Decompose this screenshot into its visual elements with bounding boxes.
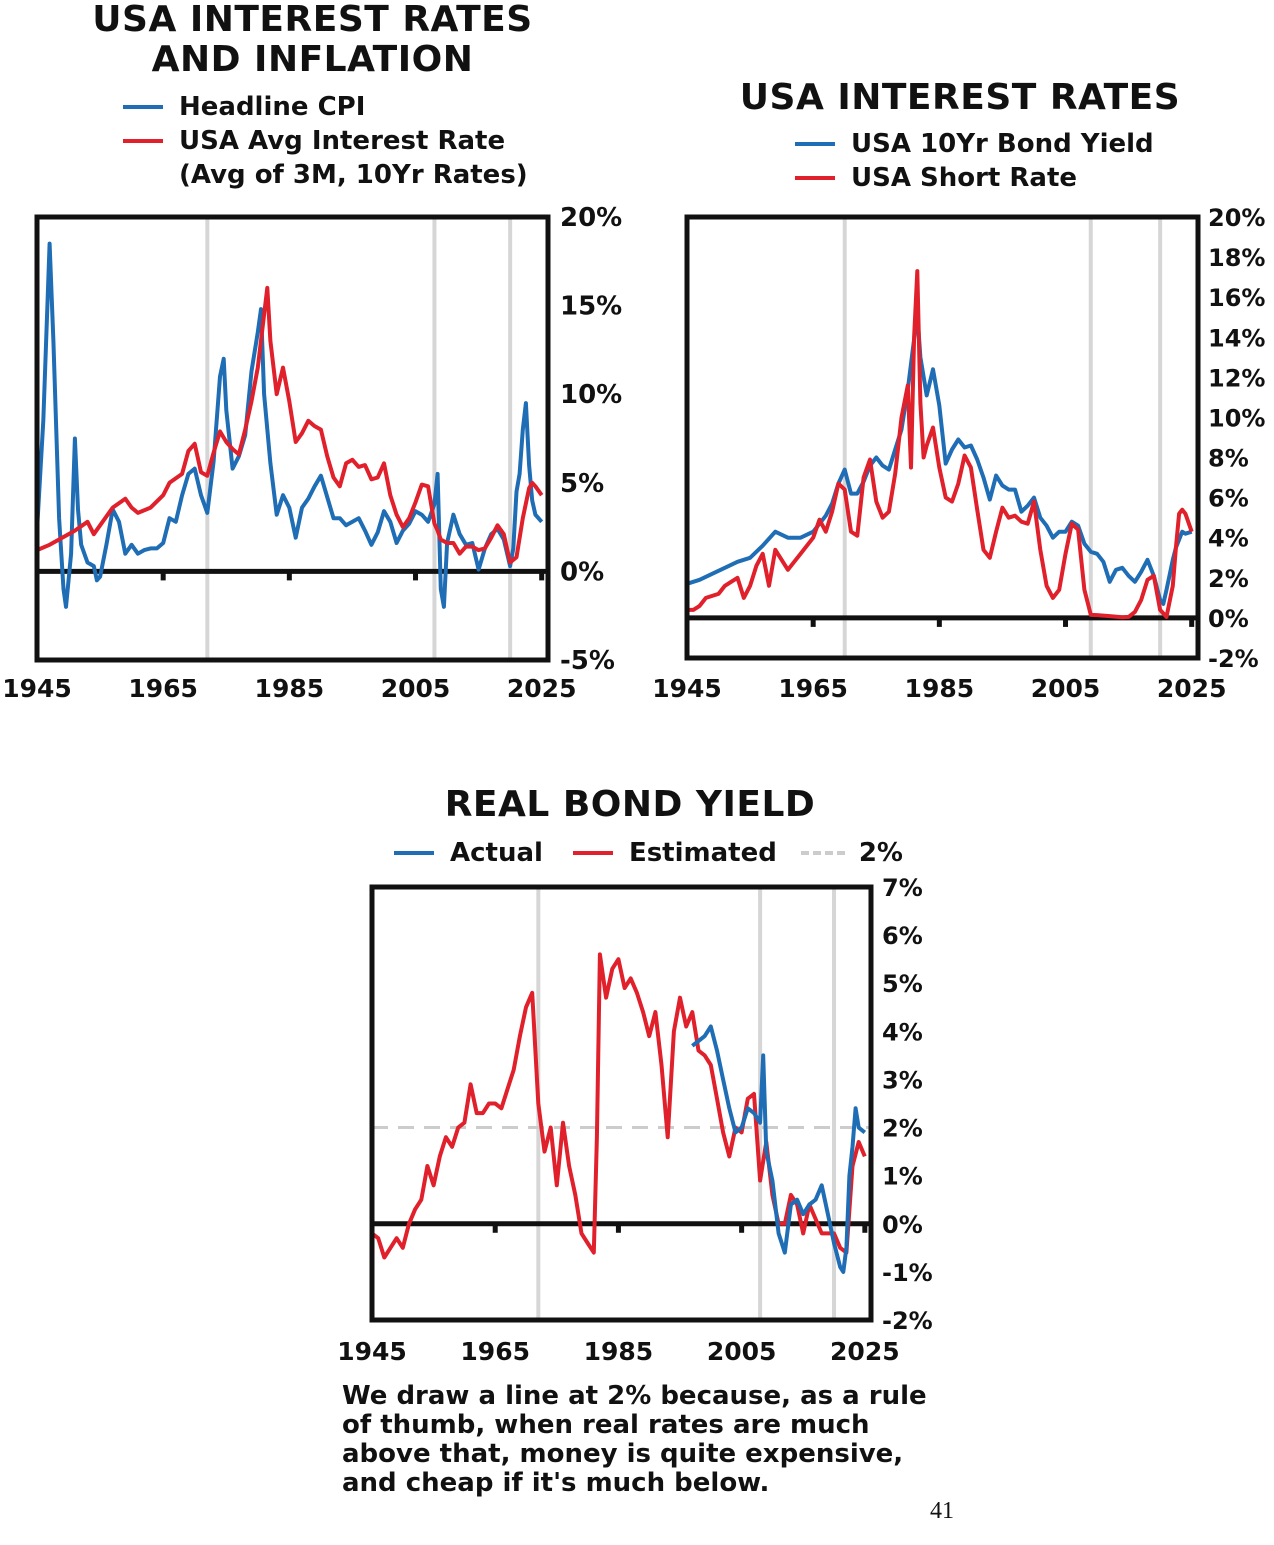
y-tick-label: 3%	[882, 1066, 923, 1094]
x-tick-label: 1945	[2, 674, 72, 703]
legend-item-subtitle: (Avg of 3M, 10Yr Rates)	[123, 158, 528, 192]
chart3-legend: Actual Estimated 2%	[394, 836, 903, 870]
legend-item-avg-interest-rate: USA Avg Interest Rate	[123, 124, 528, 158]
x-tick-label: 1985	[905, 674, 975, 703]
y-tick-label: -2%	[882, 1307, 933, 1335]
chart1-legend: Headline CPI USA Avg Interest Rate (Avg …	[123, 90, 528, 192]
x-tick-label: 1945	[652, 674, 722, 703]
y-tick-label: 0%	[882, 1211, 923, 1239]
legend-label: USA Short Rate	[851, 163, 1078, 193]
series-line-estimated	[370, 952, 867, 1260]
y-tick-label: 18%	[1208, 244, 1265, 272]
y-tick-label: 0%	[1208, 605, 1249, 633]
x-tick-label: 2005	[707, 1337, 777, 1366]
x-tick-label: 2025	[507, 674, 577, 703]
page-number: 41	[930, 1498, 954, 1524]
legend-swatch-red	[572, 851, 613, 855]
y-tick-label: 1%	[882, 1163, 923, 1191]
legend-item-10yr-bond-yield: USA 10Yr Bond Yield	[795, 127, 1154, 161]
y-tick-label: 5%	[882, 970, 923, 998]
x-tick-label: 2025	[830, 1337, 900, 1366]
chart1-plot: -5% 0% 5% 10% 15% 20% 1945 1965 1985 2005 2025	[2, 203, 622, 703]
y-tick-label: 5%	[560, 469, 604, 499]
x-tick-label: 2005	[381, 674, 451, 703]
y-tick-label: 15%	[560, 292, 622, 322]
y-tick-label: -5%	[560, 646, 615, 676]
y-tick-label: 4%	[882, 1018, 923, 1046]
y-tick-label: 10%	[560, 380, 622, 410]
legend-swatch-dashed	[800, 851, 845, 855]
legend-label: (Avg of 3M, 10Yr Rates)	[179, 160, 528, 190]
legend-label-estimated: Estimated	[628, 838, 777, 868]
y-tick-label: 8%	[1208, 445, 1249, 473]
y-tick-label: 7%	[882, 874, 923, 902]
y-tick-label: 2%	[1208, 565, 1249, 593]
x-tick-label: 1985	[584, 1337, 654, 1366]
chart2-plot: -2% 0% 2% 4% 6% 8% 10% 12% 14% 16% 18% 20% 1945 1965 1…	[652, 204, 1265, 703]
legend-label-actual: Actual	[450, 838, 543, 868]
y-tick-label: 6%	[882, 922, 923, 950]
chart2-legend: USA 10Yr Bond Yield USA Short Rate	[795, 127, 1154, 195]
chart1-title-line2: AND INFLATION	[151, 39, 474, 80]
y-tick-label: 4%	[1208, 525, 1249, 553]
series-line-actual	[691, 1024, 867, 1274]
x-tick-label: 2025	[1157, 674, 1227, 703]
y-tick-label: 0%	[560, 557, 604, 587]
x-tick-label: 2005	[1031, 674, 1101, 703]
plot-frame	[369, 884, 874, 1323]
legend-label: USA Avg Interest Rate	[179, 126, 506, 156]
y-tick-label: -1%	[882, 1259, 933, 1287]
legend-swatch-blue	[123, 105, 163, 109]
y-tick-label: 6%	[1208, 485, 1249, 513]
chart3-legend-row: Actual Estimated 2%	[394, 836, 903, 870]
x-tick-label: 1965	[778, 674, 848, 703]
plot-frame	[684, 214, 1201, 661]
chart2-title: USA INTEREST RATES	[739, 77, 1181, 118]
chart3-title: REAL BOND YIELD	[444, 784, 816, 825]
y-tick-label: 16%	[1208, 284, 1265, 312]
y-tick-label: 20%	[560, 203, 622, 233]
series-line-usa-short-rate	[687, 269, 1194, 620]
plot-frame	[34, 214, 551, 663]
y-tick-label: 2%	[882, 1115, 923, 1143]
legend-item-headline-cpi: Headline CPI	[123, 90, 528, 124]
legend-label: Headline CPI	[179, 92, 366, 122]
y-tick-label: 12%	[1208, 364, 1265, 392]
x-tick-label: 1965	[128, 674, 198, 703]
y-tick-label: 20%	[1208, 204, 1265, 232]
x-tick-label: 1985	[255, 674, 325, 703]
legend-label: USA 10Yr Bond Yield	[851, 129, 1154, 159]
legend-swatch-red	[123, 139, 163, 143]
y-tick-label: -2%	[1208, 645, 1259, 673]
series-line-usa-avg-interest-rate	[36, 285, 544, 565]
y-tick-label: 10%	[1208, 404, 1265, 432]
series-line-headline-cpi	[35, 241, 544, 609]
x-tick-label: 1945	[337, 1337, 407, 1366]
chart3-plot: -2% -1% 0% 1% 2% 3% 4% 5% 6% 7% 1945 1965 1985 2005 20…	[337, 874, 933, 1366]
x-tick-label: 1965	[460, 1337, 530, 1366]
legend-swatch-blue	[795, 142, 835, 146]
legend-item-short-rate: USA Short Rate	[795, 161, 1154, 195]
legend-swatch-red	[795, 176, 835, 180]
legend-label-2pct: 2%	[858, 838, 903, 868]
y-tick-label: 14%	[1208, 324, 1265, 352]
caption-text: We draw a line at 2% because, as a rule …	[342, 1381, 927, 1498]
legend-swatch-blue	[394, 851, 434, 855]
chart1-title-line1: USA INTEREST RATES	[92, 0, 533, 40]
